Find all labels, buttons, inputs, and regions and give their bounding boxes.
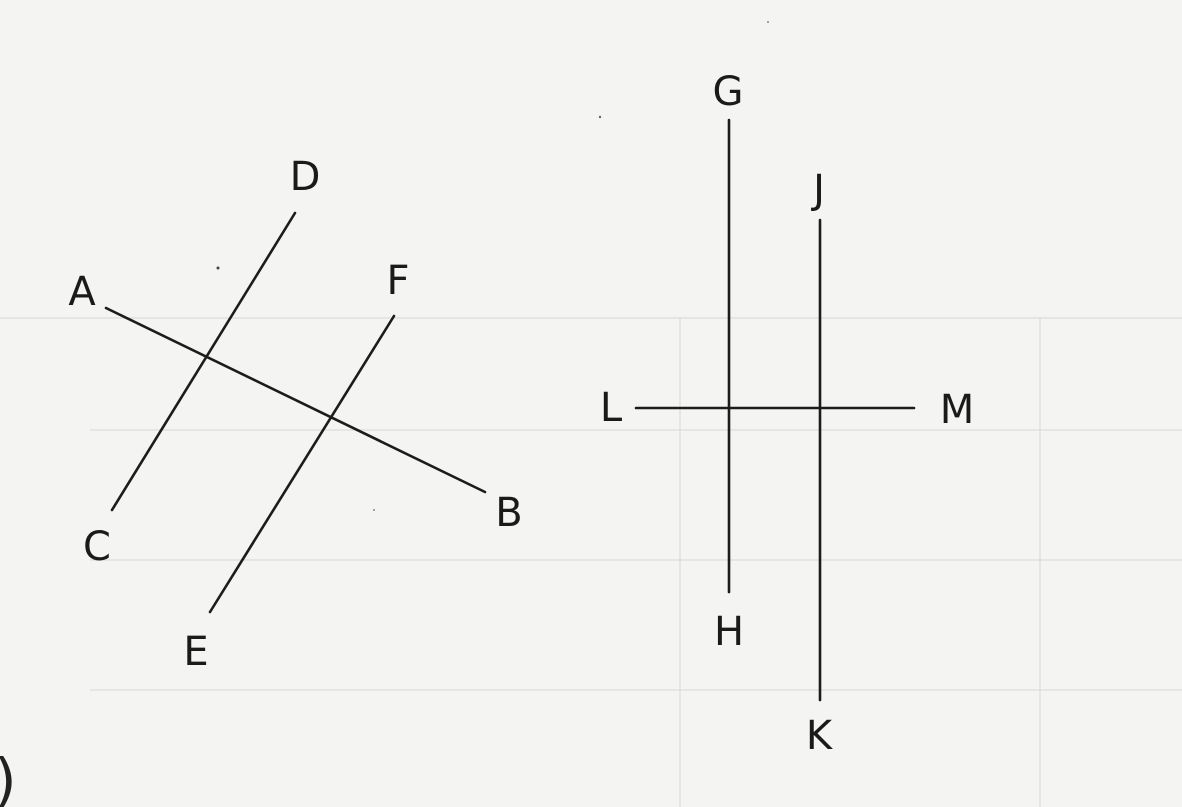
- stray-marks: [216, 21, 769, 511]
- label-g: G: [713, 69, 744, 115]
- label-k: K: [806, 713, 834, 759]
- line-ef: [208, 314, 396, 614]
- right-figure: G H J K L M: [600, 69, 974, 759]
- corner-parenthesis: ): [0, 746, 17, 807]
- label-a: A: [68, 269, 96, 315]
- label-j: J: [810, 167, 825, 213]
- label-b: B: [495, 490, 522, 536]
- label-d: D: [290, 154, 321, 200]
- line-cd: [110, 211, 297, 512]
- background-show-through: [0, 317, 1182, 807]
- label-l: L: [600, 385, 623, 431]
- dot-mark: [216, 266, 220, 270]
- dot-mark: [373, 509, 375, 511]
- line-ab: [104, 306, 487, 494]
- label-e: E: [183, 629, 208, 675]
- dot-mark: [598, 115, 602, 119]
- left-figure: A B C D E F: [68, 154, 522, 675]
- label-c: C: [83, 524, 111, 570]
- dot-mark: [767, 21, 769, 23]
- label-f: F: [386, 258, 409, 304]
- label-m: M: [940, 387, 975, 433]
- label-h: H: [714, 609, 744, 655]
